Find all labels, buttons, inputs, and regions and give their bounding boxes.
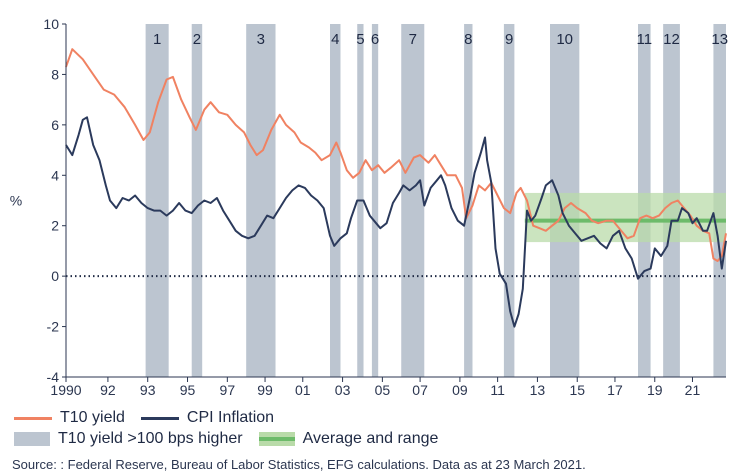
shaded-period-6 (371, 24, 379, 377)
period-label-12: 12 (663, 31, 680, 48)
shaded-period-7 (401, 24, 425, 377)
x-tick-label: 21 (685, 382, 701, 398)
x-tick-label: 97 (220, 382, 236, 398)
series-lines (65, 48, 727, 328)
series-t10-yield (65, 48, 727, 262)
shaded-period-8 (464, 24, 473, 377)
x-tick-label: 01 (295, 382, 311, 398)
cpi-swatch (140, 416, 179, 420)
x-tick-label: 13 (530, 382, 546, 398)
y-tick-label: 10 (43, 16, 59, 32)
shade-swatch (14, 432, 50, 446)
x-tick-label: 99 (257, 382, 273, 398)
period-label-10: 10 (556, 31, 573, 48)
period-label-3: 3 (257, 31, 265, 48)
x-tick-label: 19 (647, 382, 663, 398)
x-tick-label: 05 (375, 382, 391, 398)
shaded-period-9 (503, 24, 515, 377)
y-tick-label: 4 (51, 167, 59, 183)
source-note: Source: : Federal Reserve, Bureau of Lab… (12, 457, 586, 472)
period-label-8: 8 (464, 31, 472, 48)
period-label-11: 11 (636, 31, 652, 48)
y-tick-label: 6 (51, 117, 59, 133)
series-cpi-inflation (65, 116, 727, 328)
y-tick-label: 0 (51, 268, 59, 284)
band-labels: 1 2 3 4 5 6 7 8 9 10 11 12 13 (153, 31, 728, 48)
y-tick-label: 2 (51, 218, 59, 234)
x-tick-label: 93 (140, 382, 156, 398)
x-tick-label: 95 (180, 382, 196, 398)
legend-item-band: Average and range (258, 430, 439, 448)
period-label-5: 5 (356, 31, 364, 48)
x-tick-label: 17 (607, 382, 623, 398)
band-swatch-avg (258, 437, 295, 441)
period-label-9: 9 (505, 31, 513, 48)
legend-row-2: T10 yield >100 bps higher Average and ra… (14, 430, 454, 448)
legend-t10-label: T10 yield (60, 409, 125, 426)
period-label-2: 2 (193, 31, 201, 48)
shaded-period-4 (330, 24, 341, 377)
y-axis-label: % (10, 193, 22, 209)
legend-item-cpi: CPI Inflation (140, 409, 275, 427)
x-tick-label: 92 (100, 382, 116, 398)
band-swatch (258, 432, 295, 446)
t10-swatch (14, 416, 52, 420)
x-tick-label: 07 (412, 382, 428, 398)
legend-item-t10: T10 yield (14, 409, 125, 427)
x-tick-label: 11 (490, 382, 505, 398)
shaded-period-3 (246, 24, 276, 377)
x-tick-label: 15 (569, 382, 585, 398)
y-tick-label: 8 (51, 66, 59, 82)
x-tick-label: 03 (335, 382, 351, 398)
legend-row-1: T10 yield CPI Inflation (14, 409, 290, 427)
period-label-1: 1 (153, 31, 161, 48)
y-tick-label: -4 (47, 369, 60, 385)
shaded-period-2 (191, 24, 203, 377)
legend-shade-label: T10 yield >100 bps higher (58, 430, 243, 447)
period-label-6: 6 (371, 31, 379, 48)
x-tick-label: 09 (452, 382, 468, 398)
period-label-13: 13 (711, 31, 728, 48)
shaded-period-1 (145, 24, 169, 377)
legend-cpi-label: CPI Inflation (186, 409, 275, 426)
period-label-7: 7 (409, 31, 417, 48)
x-tick-label: 1990 (50, 382, 81, 398)
y-tick-label: -2 (47, 319, 60, 335)
legend-item-shade: T10 yield >100 bps higher (14, 430, 243, 448)
legend-band-label: Average and range (302, 430, 439, 447)
period-label-4: 4 (331, 31, 339, 48)
